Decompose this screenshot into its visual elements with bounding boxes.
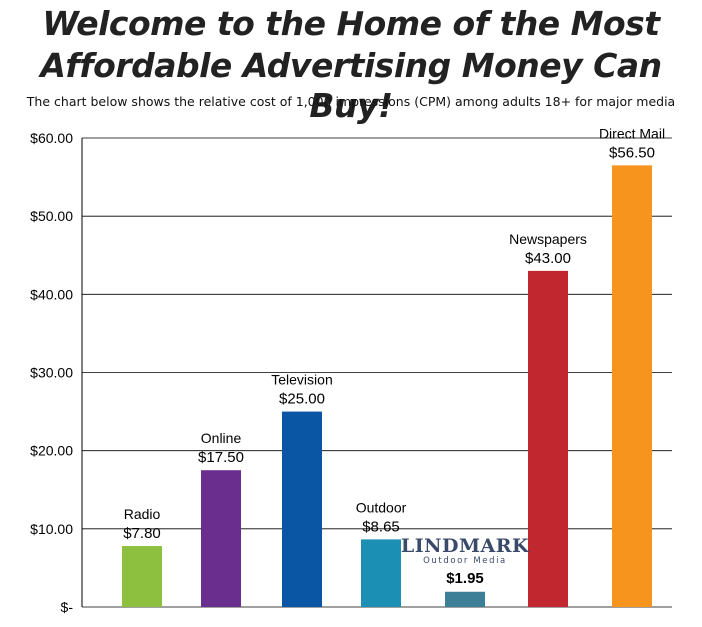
bar (445, 591, 485, 607)
bar-value-label: $25.00 (279, 391, 325, 408)
bar (361, 539, 401, 607)
bar-category-label: Outdoor (356, 499, 407, 515)
logo-wordmark: LINDMARK (401, 535, 530, 557)
bar (282, 411, 322, 607)
bar-value-label: $43.00 (525, 250, 571, 267)
headline-line-1: Welcome to the Home of the Most (42, 4, 660, 43)
bar-value-label: $1.95 (446, 570, 484, 587)
bar-category-label: Newspapers (509, 231, 587, 247)
lindmark-logo: LINDMARK Outdoor Media (401, 535, 530, 566)
bar (528, 270, 568, 607)
y-tick-label: $50.00 (30, 208, 73, 224)
bar-category-label: Radio (124, 506, 161, 522)
gridlines (82, 137, 672, 608)
bar (201, 470, 241, 607)
bars (122, 165, 652, 607)
bar (122, 546, 162, 607)
logo-tagline: Outdoor Media (423, 556, 507, 566)
bar-value-label: $8.65 (362, 518, 400, 535)
bar-value-label: $56.50 (609, 144, 655, 161)
bar-category-label: Online (201, 430, 242, 446)
bar-value-label: $7.80 (123, 525, 161, 542)
bar-value-label: $17.50 (198, 449, 244, 466)
bar-labels: Radio $7.80 Online $17.50 Television $25.00 Ou… (123, 125, 665, 586)
y-tick-label: $- (61, 599, 74, 615)
y-tick-labels: $- $10.00 $20.00 $30.00 $40.00 $50.00 $60.00 (30, 130, 73, 615)
bar-category-label: Television (271, 372, 332, 388)
y-tick-label: $60.00 (30, 130, 73, 146)
y-tick-label: $10.00 (30, 521, 73, 537)
bar (612, 165, 652, 607)
headline-line-2: Affordable Advertising Money Can Buy! (40, 46, 662, 125)
chart-subtitle: The chart below shows the relative cost … (26, 94, 676, 109)
y-tick-label: $30.00 (30, 365, 73, 381)
y-tick-label: $40.00 (30, 286, 73, 302)
bar-category-label: Direct Mail (599, 125, 665, 141)
y-tick-label: $20.00 (30, 443, 73, 459)
